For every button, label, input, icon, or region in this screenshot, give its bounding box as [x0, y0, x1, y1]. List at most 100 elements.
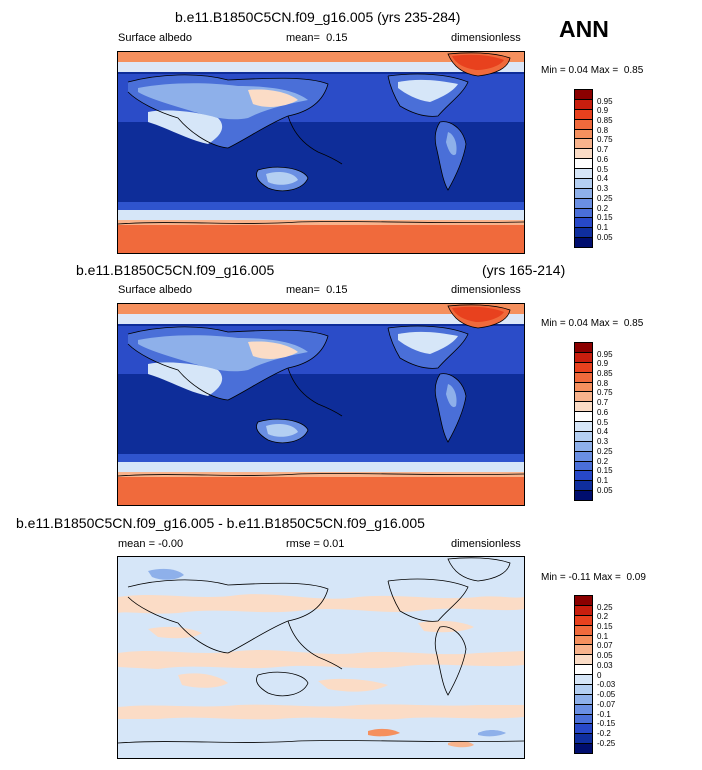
colorbar-label: 0.1: [597, 476, 609, 485]
colorbar-swatch: [575, 208, 592, 219]
colorbar-label: 0.9: [597, 359, 609, 368]
colorbar-swatch: [575, 724, 592, 735]
colorbar-swatch: [575, 451, 592, 462]
colorbar-swatch: [575, 461, 592, 472]
mean-label: mean= 0.15: [286, 32, 348, 44]
colorbar-swatch: [575, 441, 592, 452]
colorbar-swatch: [575, 481, 592, 492]
colorbar-swatch: [575, 99, 592, 110]
colorbar-swatch: [575, 491, 592, 500]
colorbar-label: 0: [597, 671, 602, 680]
albedo-map-top: [117, 51, 525, 254]
colorbar-label: 0.95: [597, 97, 613, 106]
years-label: (yrs 165-214): [482, 262, 566, 278]
min-max-readout: Min = 0.04 Max = 0.85: [541, 318, 644, 329]
colorbar-swatch: [575, 714, 592, 725]
colorbar-label: 0.8: [597, 126, 609, 135]
panel-title: b.e11.B1850C5CN.f09_g16.005 (yrs 235-284…: [175, 9, 461, 25]
colorbar-swatch: [575, 655, 592, 666]
colorbar-swatch: [575, 392, 592, 403]
colorbar-label: 0.05: [597, 651, 613, 660]
colorbar-swatch: [575, 139, 592, 150]
colorbar-label: 0.15: [597, 622, 613, 631]
units-label: dimensionless: [451, 32, 521, 44]
colorbar-label: 0.8: [597, 379, 609, 388]
colorbar-label: 0.75: [597, 388, 613, 397]
panel-title: b.e11.B1850C5CN.f09_g16.005: [76, 262, 275, 278]
colorbar-swatch: [575, 188, 592, 199]
colorbar-swatch: [575, 90, 592, 100]
colorbar-label: 0.6: [597, 155, 609, 164]
colorbar-swatch: [575, 596, 592, 606]
min-max-readout: Min = 0.04 Max = 0.85: [541, 65, 644, 76]
panel-title: b.e11.B1850C5CN.f09_g16.005 - b.e11.B185…: [16, 515, 425, 531]
colorbar-label: 0.15: [597, 466, 613, 475]
colorbar-swatch: [575, 159, 592, 169]
colorbar-swatch: [575, 675, 592, 685]
colorbar-label: -0.1: [597, 710, 611, 719]
colorbar-label: 0.5: [597, 165, 609, 174]
colorbar-label: 0.7: [597, 398, 609, 407]
colorbar-swatch: [575, 645, 592, 656]
colorbar-swatch: [575, 625, 592, 636]
colorbar-swatch: [575, 119, 592, 130]
colorbar-swatch: [575, 412, 592, 422]
colorbar-swatch: [575, 343, 592, 353]
mean-label: mean= 0.15: [286, 284, 348, 296]
colorbar-swatch: [575, 372, 592, 383]
colorbar-swatch: [575, 228, 592, 239]
colorbar-label: 0.3: [597, 437, 609, 446]
colorbar-label: 0.2: [597, 612, 609, 621]
colorbar-label: 0.25: [597, 603, 613, 612]
difference-map: [117, 556, 525, 759]
colorbar-label: 0.3: [597, 184, 609, 193]
colorbar-swatch: [575, 129, 592, 140]
colorbar-label: 0.2: [597, 457, 609, 466]
colorbar-label: 0.1: [597, 632, 609, 641]
min-max-readout: Min = -0.11 Max = 0.09: [541, 572, 646, 583]
colorbar-label: 0.2: [597, 204, 609, 213]
colorbar-label: 0.95: [597, 350, 613, 359]
colorbar-swatch: [575, 218, 592, 229]
colorbar-swatch: [575, 149, 592, 160]
colorbar-swatch: [575, 694, 592, 705]
colorbar-swatch: [575, 362, 592, 373]
colorbar-label: 0.7: [597, 145, 609, 154]
colorbar-swatch: [575, 169, 592, 179]
albedo-map-middle: [117, 303, 525, 506]
colorbar-label: -0.05: [597, 690, 616, 699]
colorbar-swatch: [575, 238, 592, 247]
colorbar-label: 0.5: [597, 418, 609, 427]
colorbar-label: 0.07: [597, 641, 613, 650]
rmse-label: rmse = 0.01: [286, 538, 345, 550]
colorbar-swatch: [575, 198, 592, 209]
colorbar-label: 0.15: [597, 213, 613, 222]
colorbar-swatch: [575, 605, 592, 616]
units-label: dimensionless: [451, 284, 521, 296]
colorbar-swatch: [575, 402, 592, 413]
colorbar-label: 0.25: [597, 447, 613, 456]
colorbar-label: 0.85: [597, 116, 613, 125]
colorbar-swatch: [575, 665, 592, 675]
colorbar-swatch: [575, 382, 592, 393]
colorbar-label: 0.05: [597, 233, 613, 242]
colorbar-swatch: [575, 471, 592, 482]
colorbar-label: -0.07: [597, 700, 616, 709]
colorbar-label: 0.03: [597, 661, 613, 670]
mean-label: mean = -0.00: [118, 538, 184, 550]
colorbar-label: -0.25: [597, 739, 616, 748]
colorbar-swatch: [575, 615, 592, 626]
colorbar-swatch: [575, 704, 592, 715]
colorbar-label: 0.4: [597, 427, 609, 436]
colorbar-label: -0.15: [597, 719, 616, 728]
colorbar-label: 0.4: [597, 174, 609, 183]
units-label: dimensionless: [451, 538, 521, 550]
colorbar-swatch: [575, 734, 592, 745]
colorbar-label: 0.25: [597, 194, 613, 203]
colorbar-swatch: [575, 178, 592, 189]
colorbar-swatch: [575, 744, 592, 753]
colorbar-label: 0.6: [597, 408, 609, 417]
colorbar-swatch: [575, 635, 592, 646]
colorbar-label: 0.75: [597, 135, 613, 144]
colorbar-label: 0.9: [597, 106, 609, 115]
